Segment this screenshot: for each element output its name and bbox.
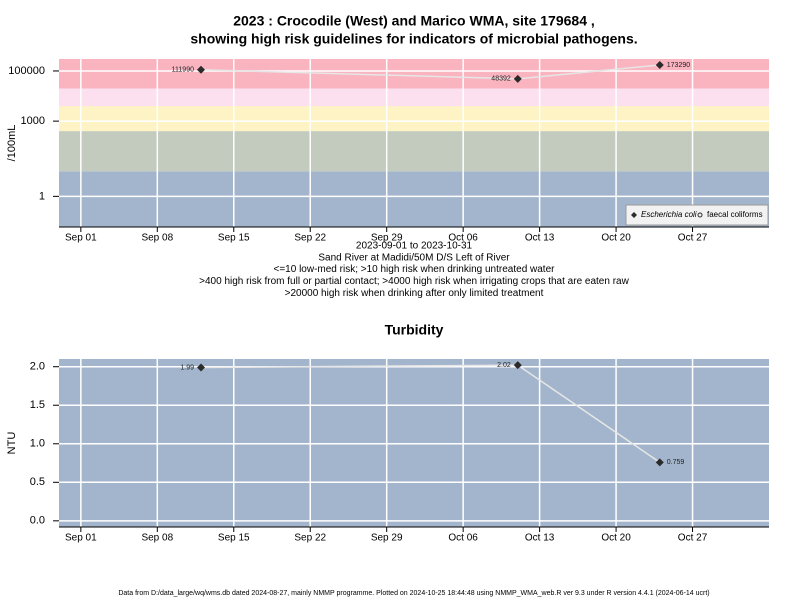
y-axis-label: /100mL <box>6 125 18 162</box>
y-tick-label: 1.5 <box>30 399 45 411</box>
x-tick-label: Sep 01 <box>65 233 97 244</box>
x-tick-label: Oct 13 <box>525 233 555 244</box>
chart-title: 2023 : Crocodile (West) and Marico WMA, … <box>233 13 595 29</box>
x-tick-label: Sep 08 <box>141 233 173 244</box>
data-label: 0.759 <box>667 459 685 466</box>
x-tick-label: Oct 27 <box>678 533 708 544</box>
legend-marker <box>697 212 703 218</box>
risk-band <box>59 88 769 107</box>
legend-box <box>625 204 769 226</box>
data-label: 2.02 <box>497 362 511 369</box>
axis-note: Sand River at Madidi/50M D/S Left of Riv… <box>318 252 510 263</box>
data-label: 111990 <box>172 67 194 74</box>
plot-background <box>59 359 769 527</box>
x-tick-label: Oct 20 <box>601 233 631 244</box>
chart-title: showing high risk guidelines for indicat… <box>190 31 637 47</box>
x-tick-label: Oct 13 <box>525 533 555 544</box>
data-point <box>655 60 664 69</box>
legend-marker <box>631 212 637 218</box>
y-tick-label: 1 <box>39 190 45 202</box>
y-tick-label: 1.0 <box>30 438 45 450</box>
risk-band <box>59 131 769 172</box>
x-tick-label: Sep 01 <box>65 533 97 544</box>
data-label: 1.99 <box>180 364 194 371</box>
data-point <box>655 458 664 467</box>
data-point <box>513 74 522 83</box>
data-label: 173290 <box>667 62 690 69</box>
legend-label: faecal coliforms <box>707 210 763 219</box>
x-tick-label: Sep 22 <box>294 533 326 544</box>
y-tick-label: 0.0 <box>30 515 45 527</box>
x-tick-label: Oct 27 <box>678 233 708 244</box>
x-tick-label: Sep 29 <box>371 533 403 544</box>
data-point <box>197 363 205 372</box>
x-tick-label: Oct 06 <box>448 233 478 244</box>
x-tick-label: Oct 20 <box>601 533 631 544</box>
axis-note: <=10 low-med risk; >10 high risk when dr… <box>274 264 556 275</box>
y-tick-label: 0.5 <box>30 476 45 488</box>
legend-label: Escherichia coli <box>641 210 697 219</box>
data-point <box>197 65 205 74</box>
data-point <box>513 361 522 370</box>
chart-title: Turbidity <box>385 322 444 338</box>
data-label: 48392 <box>491 76 511 83</box>
y-tick-label: 2.0 <box>30 361 45 373</box>
footer: Data from D:/data_large/wq/wms.db dated … <box>118 590 709 597</box>
x-tick-label: Sep 08 <box>141 533 173 544</box>
x-tick-label: Sep 22 <box>294 233 326 244</box>
x-tick-label: Sep 29 <box>371 233 403 244</box>
y-tick-label: 100000 <box>8 65 45 77</box>
axis-note: 2023-09-01 to 2023-10-31 <box>356 241 473 252</box>
x-tick-label: Sep 15 <box>218 233 250 244</box>
axis-note: >20000 high risk when drinking after onl… <box>285 288 544 299</box>
y-tick-label: 1000 <box>21 115 45 127</box>
x-tick-label: Sep 15 <box>218 533 250 544</box>
x-tick-label: Oct 06 <box>448 533 478 544</box>
axis-note: >400 high risk from full or partial cont… <box>199 276 629 287</box>
y-axis-label: NTU <box>6 432 18 455</box>
risk-band <box>59 106 769 132</box>
risk-band <box>59 59 769 89</box>
